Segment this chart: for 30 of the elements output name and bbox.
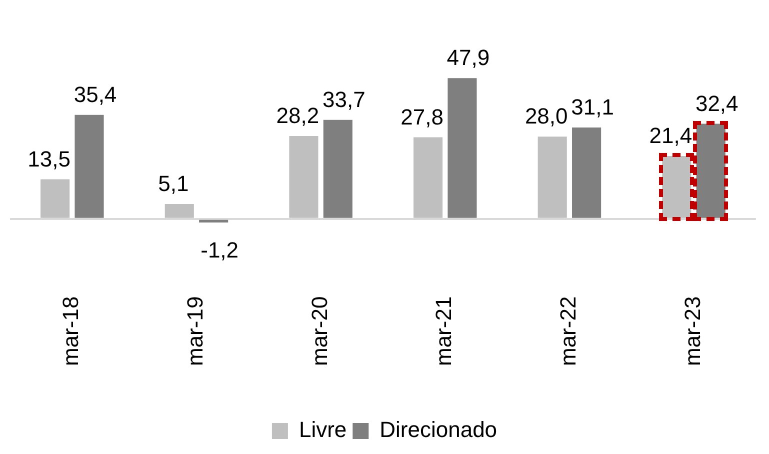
bar (414, 137, 443, 218)
data-label: 32,4 (695, 90, 738, 116)
data-label: 35,4 (74, 82, 117, 107)
bar (164, 204, 194, 218)
data-label: -1,2 (200, 238, 239, 263)
data-label: 31,1 (571, 94, 614, 120)
bar (323, 120, 352, 218)
bar (289, 136, 318, 218)
data-label: 28,0 (524, 104, 568, 129)
bar (538, 136, 567, 218)
data-label: 5,1 (158, 171, 189, 196)
bar (448, 78, 477, 218)
x-tick-label: mar-21 (431, 296, 456, 366)
x-tick-label: mar-22 (556, 296, 581, 366)
data-label: 47,9 (446, 45, 490, 70)
x-tick-label: mar-23 (680, 296, 705, 366)
data-label: 28,2 (276, 103, 320, 128)
data-label: 33,7 (322, 86, 366, 112)
data-label: 13,5 (28, 146, 70, 172)
bar (74, 114, 104, 218)
legend-label: Direcionado (380, 417, 498, 442)
bar (199, 220, 228, 222)
data-label: 27,8 (400, 104, 444, 130)
legend-label: Livre (298, 417, 347, 442)
data-label: 21,4 (649, 123, 692, 148)
x-tick-label: mar-18 (58, 296, 84, 366)
x-tick-label: mar-20 (306, 296, 332, 366)
bar (572, 128, 602, 218)
bar (40, 179, 70, 218)
x-tick-label: mar-19 (182, 296, 208, 366)
